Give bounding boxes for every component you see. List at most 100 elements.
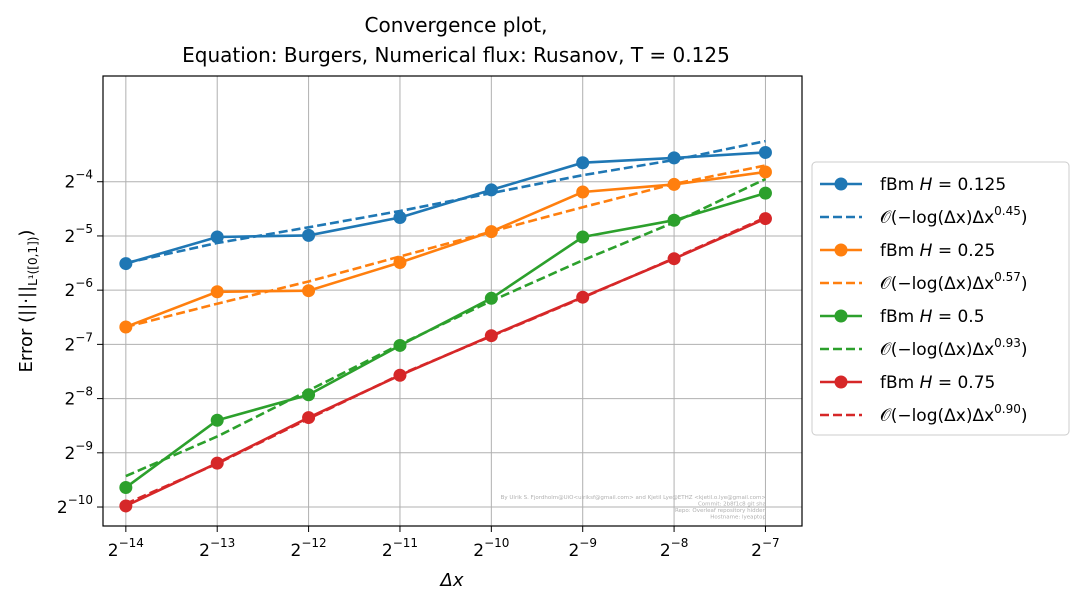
y-tick-base: 2 xyxy=(64,281,75,301)
legend-label-value: = 0.75 xyxy=(932,373,995,393)
x-tick-label: 2−8 xyxy=(660,536,689,561)
y-tick-base: 2 xyxy=(64,444,75,464)
data-point xyxy=(119,320,133,334)
x-tick-exponent: −10 xyxy=(484,536,509,550)
fit-line xyxy=(125,139,766,265)
legend-fit-exponent: 0.57 xyxy=(994,270,1021,284)
y-tick-label: 2−4 xyxy=(64,168,93,193)
data-point xyxy=(210,285,224,299)
data-point xyxy=(758,212,772,226)
legend-marker-dot xyxy=(834,309,848,323)
x-tick-exponent: −11 xyxy=(393,536,418,550)
y-axis-label-sub: L¹([0,1]) xyxy=(26,237,40,286)
y-tick-exponent: −8 xyxy=(75,385,93,399)
y-tick-exponent: −9 xyxy=(75,439,93,453)
x-tick-exponent: −13 xyxy=(210,536,235,550)
legend-fit-suffix: ) xyxy=(1021,340,1028,360)
legend-fit-prefix: 𝒪(−log(Δx)Δx xyxy=(880,340,994,360)
legend-label: fBm H = 0.25 xyxy=(880,241,995,261)
legend-marker-dot xyxy=(834,243,848,257)
legend-label-var: H xyxy=(920,241,933,261)
data-point xyxy=(210,456,224,470)
y-tick-base: 2 xyxy=(64,227,75,247)
legend-marker-dot xyxy=(834,177,848,191)
legend-label-prefix: fBm xyxy=(880,307,920,327)
data-series xyxy=(119,145,772,513)
watermark-line: Commit: 2b8f1c8 git sha xyxy=(698,502,766,508)
data-point xyxy=(302,228,316,242)
legend-label-prefix: fBm xyxy=(880,373,920,393)
legend-marker-dot xyxy=(834,375,848,389)
data-point xyxy=(393,338,407,352)
data-point xyxy=(758,165,772,179)
x-tick-base: 2 xyxy=(382,541,393,561)
series-line xyxy=(125,217,767,508)
series-line xyxy=(125,170,766,329)
legend-label-prefix: fBm xyxy=(880,241,920,261)
x-tick-exponent: −12 xyxy=(301,536,326,550)
data-point xyxy=(302,411,316,425)
legend-fit-prefix: 𝒪(−log(Δx)Δx xyxy=(880,274,994,294)
x-tick-exponent: −7 xyxy=(762,536,780,550)
data-point xyxy=(576,290,590,304)
legend-fit-suffix: ) xyxy=(1021,208,1028,228)
x-tick-label: 2−13 xyxy=(199,536,235,561)
data-point xyxy=(667,252,681,266)
legend-fit-label: 𝒪(−log(Δx)Δx0.93) xyxy=(880,336,1028,360)
y-tick-base: 2 xyxy=(57,498,68,518)
data-point xyxy=(119,257,133,271)
chart-title-line-2: Equation: Burgers, Numerical flux: Rusan… xyxy=(182,43,730,67)
data-point xyxy=(667,213,681,227)
x-axis-ticks: 2−14 2−13 2−12 2−11 2−10 2−9 2−8 2−7 xyxy=(108,526,780,561)
y-tick-label: 2−10 xyxy=(57,493,93,518)
legend-fit-exponent: 0.45 xyxy=(994,204,1021,218)
data-point xyxy=(758,186,772,200)
x-tick-exponent: −9 xyxy=(579,536,597,550)
y-tick-exponent: −7 xyxy=(75,330,93,344)
data-point xyxy=(119,499,133,513)
data-point xyxy=(576,230,590,244)
legend-label: fBm H = 0.5 xyxy=(880,307,985,327)
x-tick-label: 2−10 xyxy=(473,536,509,561)
data-point xyxy=(393,368,407,382)
legend-fit-prefix: 𝒪(−log(Δx)Δx xyxy=(880,208,994,228)
data-point xyxy=(302,388,316,402)
legend-fit-exponent: 0.90 xyxy=(994,402,1021,416)
y-tick-exponent: −6 xyxy=(75,276,93,290)
data-point xyxy=(484,329,498,343)
series-line xyxy=(125,151,766,265)
data-point xyxy=(302,284,316,298)
watermark: By Ulrik S. Fjordholm@UiO<ulriksf@gmail.… xyxy=(501,495,767,521)
x-tick-base: 2 xyxy=(660,541,671,561)
y-tick-label: 2−8 xyxy=(64,385,93,410)
chart-title-line-1: Convergence plot, xyxy=(365,13,548,37)
x-tick-base: 2 xyxy=(568,541,579,561)
x-tick-label: 2−14 xyxy=(108,536,144,561)
legend-label: fBm H = 0.125 xyxy=(880,175,1006,195)
y-tick-label: 2−7 xyxy=(64,330,93,355)
data-point xyxy=(758,145,772,159)
watermark-line: Repo: Overleaf repository hidden xyxy=(675,508,767,514)
data-point xyxy=(667,177,681,191)
x-tick-base: 2 xyxy=(108,541,119,561)
x-tick-base: 2 xyxy=(291,541,302,561)
y-tick-base: 2 xyxy=(64,390,75,410)
data-point xyxy=(667,151,681,165)
data-point xyxy=(484,225,498,239)
y-tick-exponent: −10 xyxy=(68,493,93,507)
legend-label-prefix: fBm xyxy=(880,175,920,195)
legend-fit-suffix: ) xyxy=(1021,274,1028,294)
x-tick-label: 2−9 xyxy=(568,536,597,561)
y-tick-base: 2 xyxy=(64,173,75,193)
x-tick-exponent: −14 xyxy=(119,536,144,550)
y-axis-label: Error (||·||L¹([0,1])) xyxy=(16,230,40,373)
legend-label-var: H xyxy=(920,373,933,393)
legend-fit-label: 𝒪(−log(Δx)Δx0.45) xyxy=(880,204,1028,228)
data-point xyxy=(393,256,407,270)
data-point xyxy=(484,291,498,305)
series-line xyxy=(125,191,766,489)
legend-label-var: H xyxy=(920,175,933,195)
data-point xyxy=(576,156,590,170)
